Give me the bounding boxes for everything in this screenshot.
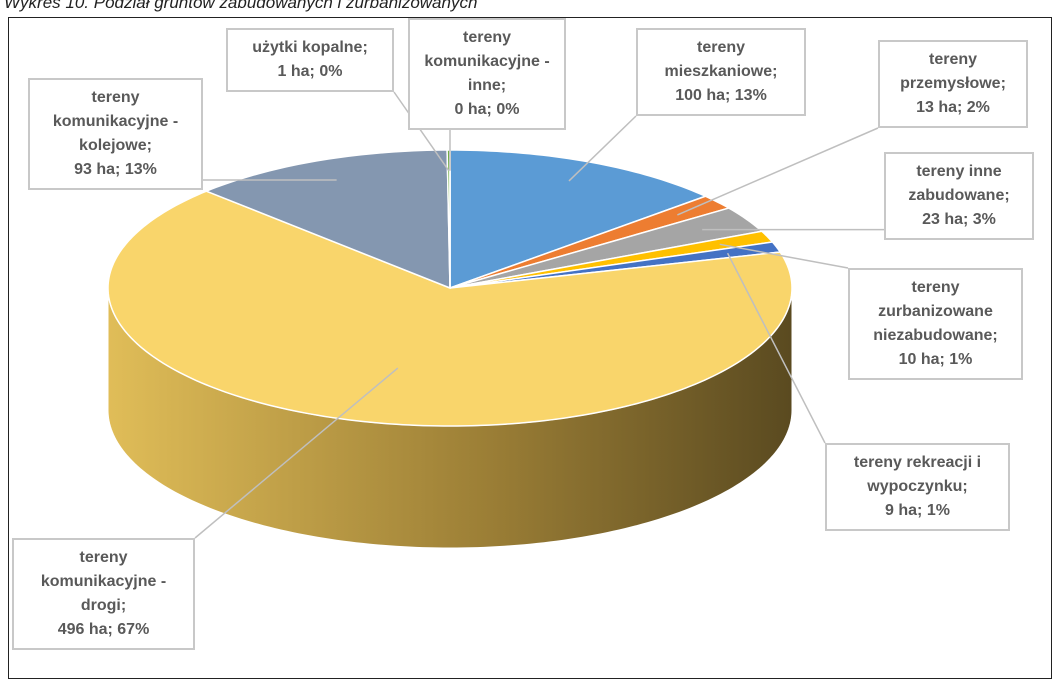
value-label: 13 ha; 2% bbox=[916, 99, 990, 116]
slice bbox=[449, 195, 731, 289]
category-name: tereny zurbanizowane niezabudowane bbox=[873, 279, 993, 344]
leader-line bbox=[393, 91, 450, 172]
separator: ; bbox=[1004, 187, 1010, 204]
separator: ; bbox=[120, 597, 127, 614]
chart-title: Wykres 10. Podział gruntów zabudowanych … bbox=[4, 0, 478, 12]
value-label: 10 ha; 1% bbox=[898, 351, 973, 368]
data-label: tereny inne zabudowane; 23 ha; 3% bbox=[884, 152, 1034, 240]
category-name: tereny komunikacyjne - kolejowe bbox=[52, 89, 179, 154]
data-label: tereny przemysłowe; 13 ha; 2% bbox=[878, 40, 1028, 128]
leader-line bbox=[194, 367, 399, 539]
value-label: 23 ha; 3% bbox=[922, 211, 996, 228]
category-name: tereny mieszkaniowe bbox=[664, 39, 773, 80]
leader-line bbox=[677, 127, 879, 216]
slice bbox=[449, 149, 708, 290]
data-label: tereny komunikacyjne - kolejowe; 93 ha; 1… bbox=[28, 78, 203, 190]
separator: ; bbox=[1000, 75, 1006, 92]
value-label: 9 ha; 1% bbox=[885, 502, 950, 519]
leader-line bbox=[726, 252, 826, 444]
separator: ; bbox=[500, 77, 507, 94]
separator: ; bbox=[962, 478, 968, 495]
value-label: 100 ha; 13% bbox=[675, 87, 767, 104]
separator: ; bbox=[772, 63, 778, 80]
leader-line bbox=[719, 243, 849, 269]
separator: ; bbox=[992, 327, 998, 344]
separator: ; bbox=[362, 39, 368, 56]
data-label: tereny komunikacyjne - drogi; 496 ha; 67% bbox=[12, 538, 195, 650]
chart-frame bbox=[8, 17, 1052, 679]
leader-line bbox=[568, 115, 637, 182]
separator: ; bbox=[146, 137, 152, 154]
category-name: użytki kopalne bbox=[252, 39, 363, 56]
value-label: 0 ha; 0% bbox=[454, 101, 520, 118]
category-name: tereny komunikacyjne - drogi bbox=[40, 549, 167, 614]
data-label: użytki kopalne; 1 ha; 0% bbox=[226, 28, 394, 92]
data-label: tereny zurbanizowane niezabudowane; 10 ha… bbox=[848, 268, 1023, 380]
category-name: tereny przemysłowe bbox=[900, 51, 1001, 92]
category-name: tereny rekreacji i wypoczynku bbox=[853, 454, 982, 495]
category-name: tereny komunikacyjne - inne bbox=[424, 29, 550, 94]
category-name: tereny inne zabudowane bbox=[908, 163, 1005, 204]
value-label: 1 ha; 0% bbox=[277, 63, 343, 80]
value-label: 496 ha; 67% bbox=[57, 621, 150, 638]
slice bbox=[107, 190, 793, 427]
slice bbox=[449, 207, 764, 289]
data-label: tereny mieszkaniowe; 100 ha; 13% bbox=[636, 28, 806, 116]
value-label: 93 ha; 13% bbox=[74, 161, 157, 178]
data-label: tereny komunikacyjne - inne; 0 ha; 0% bbox=[408, 18, 566, 130]
data-label: tereny rekreacji i wypoczynku; 9 ha; 1% bbox=[825, 443, 1010, 531]
